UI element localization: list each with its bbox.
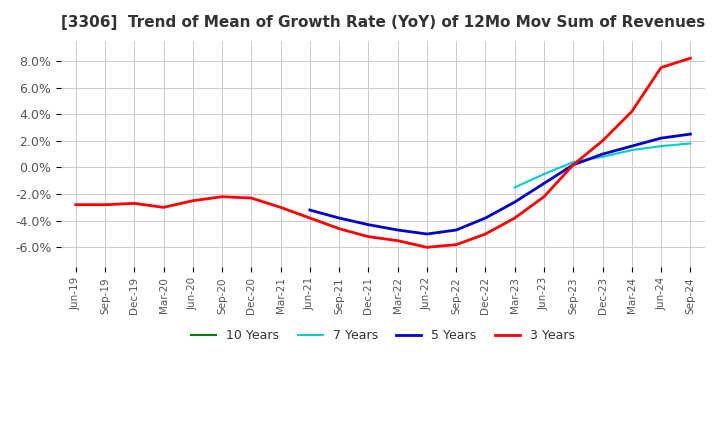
3 Years bbox=[540, 194, 549, 199]
3 Years bbox=[628, 109, 636, 114]
5 Years bbox=[452, 227, 461, 233]
5 Years bbox=[686, 132, 695, 137]
5 Years bbox=[657, 136, 665, 141]
3 Years bbox=[598, 138, 607, 143]
3 Years bbox=[510, 216, 519, 221]
3 Years bbox=[569, 162, 577, 167]
5 Years bbox=[510, 199, 519, 205]
7 Years bbox=[569, 159, 577, 165]
3 Years bbox=[217, 194, 226, 199]
3 Years bbox=[189, 198, 197, 203]
5 Years bbox=[393, 227, 402, 233]
5 Years bbox=[423, 231, 431, 237]
5 Years bbox=[569, 162, 577, 167]
3 Years bbox=[159, 205, 168, 210]
5 Years bbox=[364, 222, 373, 227]
3 Years bbox=[276, 205, 285, 210]
7 Years bbox=[628, 147, 636, 153]
3 Years bbox=[481, 231, 490, 237]
3 Years bbox=[393, 238, 402, 243]
3 Years bbox=[71, 202, 80, 207]
3 Years bbox=[657, 65, 665, 70]
3 Years bbox=[364, 234, 373, 239]
7 Years bbox=[540, 172, 549, 177]
3 Years bbox=[247, 195, 256, 201]
7 Years bbox=[510, 185, 519, 190]
3 Years bbox=[423, 245, 431, 250]
5 Years bbox=[481, 216, 490, 221]
5 Years bbox=[628, 143, 636, 149]
7 Years bbox=[598, 154, 607, 159]
Line: 5 Years: 5 Years bbox=[310, 134, 690, 234]
5 Years bbox=[305, 207, 314, 213]
Line: 3 Years: 3 Years bbox=[76, 58, 690, 247]
Legend: 10 Years, 7 Years, 5 Years, 3 Years: 10 Years, 7 Years, 5 Years, 3 Years bbox=[186, 324, 580, 347]
Line: 7 Years: 7 Years bbox=[515, 143, 690, 187]
7 Years bbox=[686, 141, 695, 146]
5 Years bbox=[540, 181, 549, 186]
5 Years bbox=[335, 216, 343, 221]
3 Years bbox=[335, 226, 343, 231]
3 Years bbox=[686, 55, 695, 61]
3 Years bbox=[130, 201, 138, 206]
3 Years bbox=[452, 242, 461, 247]
3 Years bbox=[101, 202, 109, 207]
3 Years bbox=[305, 216, 314, 221]
7 Years bbox=[657, 143, 665, 149]
5 Years bbox=[598, 151, 607, 157]
Title: [3306]  Trend of Mean of Growth Rate (YoY) of 12Mo Mov Sum of Revenues: [3306] Trend of Mean of Growth Rate (YoY… bbox=[61, 15, 705, 30]
